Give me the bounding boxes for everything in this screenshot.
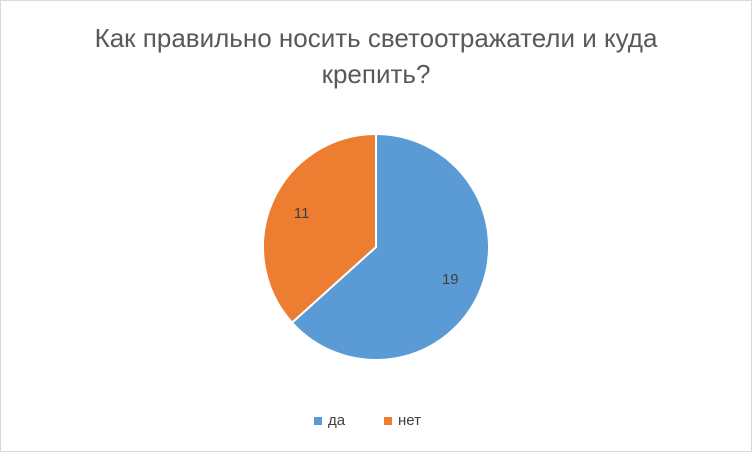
legend-swatch <box>384 417 392 425</box>
data-label: 19 <box>442 271 459 288</box>
legend-label: нет <box>398 412 421 429</box>
legend-swatch <box>314 417 322 425</box>
legend-label: да <box>328 412 346 429</box>
pie-slice <box>290 132 490 361</box>
data-label: 11 <box>294 205 310 222</box>
pie-slice <box>262 132 377 325</box>
chart-title: Как правильно носить светоотражатели и к… <box>94 23 658 89</box>
